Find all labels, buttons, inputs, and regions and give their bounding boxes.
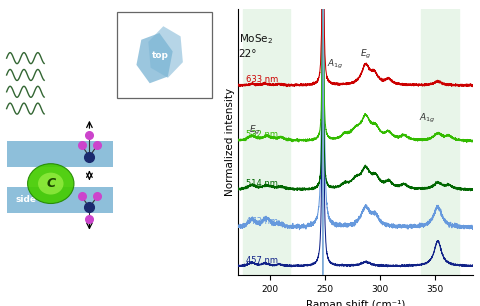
Text: $A_{1g}$: $A_{1g}$ <box>327 58 344 71</box>
Text: 22°: 22° <box>239 49 257 59</box>
Text: 633 nm: 633 nm <box>246 75 278 84</box>
Text: 514 nm: 514 nm <box>246 179 278 188</box>
Text: side: side <box>15 195 36 204</box>
Bar <box>7 141 113 167</box>
Text: MoSe$_2$: MoSe$_2$ <box>239 32 273 46</box>
Ellipse shape <box>27 164 74 203</box>
Y-axis label: Normalized intensity: Normalized intensity <box>225 88 235 196</box>
Text: 473 nm: 473 nm <box>246 217 278 226</box>
Text: $A_{1g}$: $A_{1g}$ <box>419 112 436 125</box>
Text: C: C <box>46 177 55 190</box>
Text: 457 nm: 457 nm <box>246 256 278 265</box>
Bar <box>243 9 290 275</box>
Bar <box>117 12 212 98</box>
Text: $E_g$: $E_g$ <box>249 124 260 137</box>
Bar <box>7 187 113 213</box>
Ellipse shape <box>38 173 63 195</box>
Text: $E_g$: $E_g$ <box>360 47 372 61</box>
X-axis label: Raman shift (cm⁻¹): Raman shift (cm⁻¹) <box>305 300 405 306</box>
Text: top: top <box>152 51 168 60</box>
Bar <box>421 9 458 275</box>
Polygon shape <box>148 26 183 78</box>
Text: 532 nm: 532 nm <box>246 130 278 139</box>
Polygon shape <box>136 33 173 83</box>
